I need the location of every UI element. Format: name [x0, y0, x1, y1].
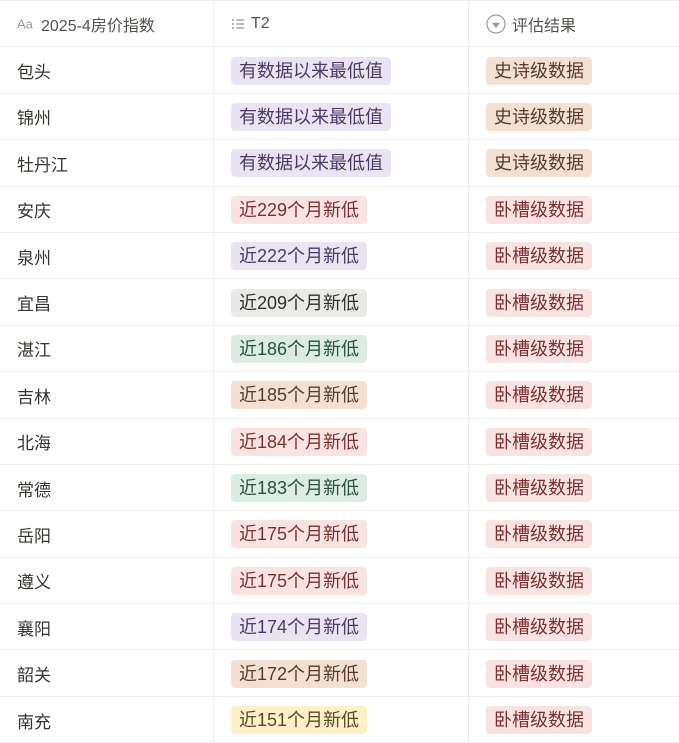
svg-text:Aa: Aa — [17, 17, 34, 32]
